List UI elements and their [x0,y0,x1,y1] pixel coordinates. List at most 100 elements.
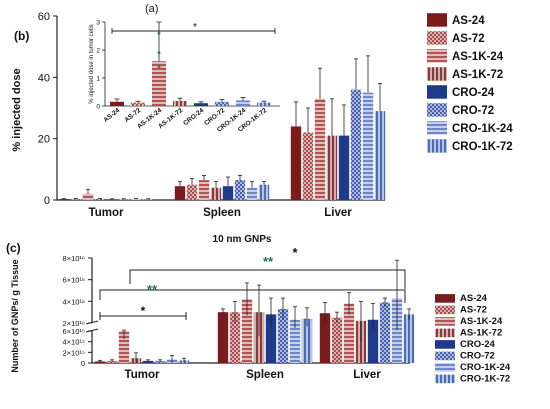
panel-a-data-point [157,31,161,35]
panel-b-bar-cro-72-tumor [118,199,130,200]
panel-b-bar-as-1k-72-spleen [210,187,222,200]
panel-c-bar-as-72-liver [331,317,343,363]
panel-c-y-axis-label: Number of GNPs/ g Tissue [10,259,20,372]
panel-a-y-tick-label: 2 [96,48,100,55]
panel-b-bar-as-1k-72-liver [326,135,338,200]
panel-c-bar-as-1k-24-liver [343,303,355,363]
panel-b-x-tick-label-liver: Liver [324,207,352,219]
panel-c-bar-cro-24-spleen [265,314,277,363]
panel-c-y-tick-label: 6×10¹⁶ [63,276,85,285]
panel-a-y-tick-label: 1 [96,76,100,83]
panel-c-label: (c) [6,241,21,255]
panel-a-bar-cro-1k-72 [257,102,271,106]
panel-c-legend-label-cro-1k-72: CRO-1K-72 [460,374,510,385]
panel-c-bar-cro-72-tumor [154,360,166,363]
panel-b-bar-cro-1k-72-liver [374,111,386,200]
panel-a-bar-as-1k-72 [173,100,187,106]
panel-b-legend-label-cro-1k-72: CRO-1K-72 [452,141,513,153]
panel-a-y-tick-label: 0 [96,104,100,111]
panel-b-bar-as-1k-24-liver [314,98,326,200]
panel-c-legend-label-as-1k-72: AS-1K-72 [460,328,502,339]
panel-c-legend-swatch-cro-72 [435,351,455,361]
panel-c-bar-as-72-spleen [229,312,241,363]
panel-b-legend-label-cro-1k-24: CRO-1K-24 [452,123,513,135]
panel-c-bar-as-1k-72-spleen [253,312,265,363]
panel-c-bar-as-72-tumor [106,360,118,363]
panel-c-legend-swatch-as-1k-72 [435,328,455,338]
panel-c-legend-label-cro-72: CRO-72 [460,351,495,362]
panel-c-star-tumor-liver: ** [147,282,158,297]
panel-c-y-tick-label: 4×10¹⁶ [63,297,85,306]
panel-b-legend-swatch-cro-1k-24 [427,121,447,135]
panel-b-bar-cro-24-tumor [106,199,118,200]
panel-b-legend-swatch-as-72 [427,31,447,45]
panel-b-bar-as-72-tumor [70,199,82,200]
panel-b-bar-as-24-tumor [58,199,70,200]
panel-b-legend-label-as-72: AS-72 [452,33,485,45]
panel-c-bar-as-24-liver [319,313,331,363]
panel-c-legend-label-as-1k-24: AS-1K-24 [460,316,503,327]
panel-c-x-tick-label-tumor: Tumor [125,369,160,381]
panel-c-y-tick-label: 0 [81,359,85,368]
panel-b-legend-label-cro-24: CRO-24 [452,87,495,99]
panel-b-bar-cro-1k-72-spleen [258,184,270,200]
panel-b-y-axis-label: % injected dose [11,68,23,151]
panel-c-legend-swatch-cro-1k-72 [435,374,455,384]
panel-a-data-point [157,65,161,69]
panel-c-bar-cro-1k-72-spleen [301,318,313,363]
panel-a-data-point [157,51,161,55]
panel-b-x-tick-label-tumor: Tumor [89,207,124,219]
panel-a-inset-chart: (a) % injected dose in tumor cells * 0 1 2… [74,2,284,142]
panel-b-bar-as-24-spleen [174,186,186,200]
panel-b-legend-swatch-cro-1k-72 [427,139,447,153]
panel-b-y-tick-label: 40 [38,72,50,84]
panel-c-bar-as-1k-72-liver [355,320,367,363]
panel-b-legend-swatch-as-24 [427,13,447,27]
panel-a-bar-as-72 [131,102,145,106]
panel-b-y-tick-label: 60 [38,11,50,23]
panel-a-bar-as-1k-24 [152,61,166,106]
panel-c-bar-cro-1k-72-liver [403,314,415,363]
panel-b-legend-label-as-1k-24: AS-1K-24 [452,51,504,63]
panel-c-y-tick-label: 6×10¹⁵ [63,327,86,336]
panel-b-legend-label-as-1k-72: AS-1K-72 [452,69,503,81]
panel-a-background [74,2,284,142]
panel-c-star-tumor-spleen: ** [263,254,274,269]
panel-c-x-tick-label-liver: Liver [353,369,381,381]
panel-b-bar-cro-72-liver [350,89,362,200]
panel-c-y-tick-label: 2×10¹⁶ [63,319,85,328]
panel-b-bar-as-72-spleen [186,184,198,200]
panel-c-star-tumor: * [141,304,146,318]
panel-b-bar-cro-72-spleen [234,180,246,200]
panel-a-bar-cro-24 [194,103,208,106]
panel-c-bracket-tumor-internal [99,312,187,320]
panel-b-y-tick-label: 20 [38,134,50,146]
panel-b-legend-swatch-as-1k-72 [427,67,447,81]
panel-c-bracket-tumor-liver [99,289,406,303]
panel-c-bar-cro-72-liver [379,302,391,363]
panel-c-legend-swatch-cro-24 [435,340,455,349]
panel-c-y-tick-label: 2×10¹⁵ [63,348,86,357]
panel-c-legend-label-cro-1k-24: CRO-1K-24 [460,362,511,373]
panel-b-bar-as-1k-24-spleen [198,180,210,200]
panel-c-legend: AS-24AS-72AS-1K-24AS-1K-72CRO-24CRO-72CR… [435,293,511,385]
panel-b-bar-cro-24-liver [338,135,350,200]
panel-a-bar-as-24 [110,101,124,106]
panel-c-title: 10 nm GNPs [213,234,272,245]
panel-b-legend-swatch-cro-72 [427,103,447,117]
panel-b-legend-label-cro-72: CRO-72 [452,105,494,117]
panel-b-label: (b) [14,29,29,43]
panel-c-x-tick-label-spleen: Spleen [246,369,284,381]
panel-b-bar-cro-1k-24-liver [362,92,374,200]
panel-c-legend-swatch-cro-1k-24 [435,363,455,372]
panel-c-legend-label-cro-24: CRO-24 [460,339,496,350]
panel-b-legend-swatch-cro-24 [427,85,447,99]
panel-a-bar-cro-72 [215,101,229,106]
panel-c-bar-cro-24-tumor [142,360,154,363]
panel-c-bracket-tumor-spleen [129,269,406,289]
panel-c-bar-as-1k-24-tumor [118,331,130,363]
panel-c-bar-cro-24-liver [367,319,379,363]
panel-b-bar-cro-1k-72-tumor [142,199,154,200]
